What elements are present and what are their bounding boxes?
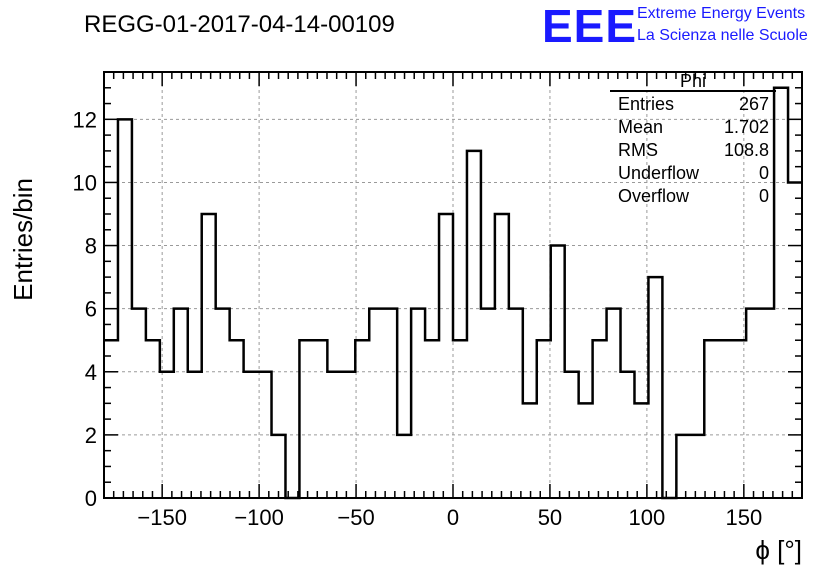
y-tick-label: 4 (85, 360, 97, 385)
y-tick-label: 0 (85, 486, 97, 511)
x-tick-label: −150 (137, 505, 187, 530)
stats-label: RMS (618, 140, 658, 160)
x-axis-title: ϕ [°] (755, 535, 802, 565)
x-tick-label: −100 (234, 505, 284, 530)
eee-logo: EEE Extreme Energy Events La Scienza nel… (542, 0, 808, 52)
stats-rows: Entries 267 Mean 1.702 RMS 108.8 Underflow 0 Ove… (618, 94, 769, 206)
x-tick-label: 0 (447, 505, 459, 530)
y-tick-label: 6 (85, 297, 97, 322)
eee-logo-mark: EEE (542, 0, 637, 52)
stats-value: 267 (739, 94, 769, 114)
stats-label: Entries (618, 94, 674, 114)
x-tick-label: 50 (538, 505, 562, 530)
histogram-step-line (104, 86, 802, 500)
y-tick-label: 10 (73, 170, 97, 195)
stats-label: Overflow (618, 186, 690, 206)
y-tick-label: 12 (73, 107, 97, 132)
y-tick-label: 8 (85, 234, 97, 259)
stats-value: 0 (759, 186, 769, 206)
stats-label: Underflow (618, 163, 700, 183)
stats-box: Phi Entries 267 Mean 1.702 RMS 108.8 Underflow… (610, 71, 776, 206)
x-tick-label: −50 (337, 505, 374, 530)
eee-logo-line1: Extreme Energy Events (637, 5, 805, 22)
y-tick-labels: 0 2 4 6 8 10 12 (73, 107, 97, 511)
axis-ticks (104, 72, 802, 499)
y-axis-title: Entries/bin (8, 178, 38, 301)
eee-logo-line2: La Scienza nelle Scuole (637, 27, 808, 44)
y-tick-label: 2 (85, 423, 97, 448)
stats-label: Mean (618, 117, 663, 137)
stats-box-name: Phi (680, 71, 706, 91)
x-tick-label: 150 (725, 505, 762, 530)
stats-value: 1.702 (724, 117, 769, 137)
x-tick-label: 100 (629, 505, 666, 530)
x-tick-labels: −150 −100 −50 0 50 100 150 (137, 505, 762, 530)
chart-title: REGG-01-2017-04-14-00109 (84, 11, 395, 38)
stats-value: 0 (759, 163, 769, 183)
stats-value: 108.8 (724, 140, 769, 160)
